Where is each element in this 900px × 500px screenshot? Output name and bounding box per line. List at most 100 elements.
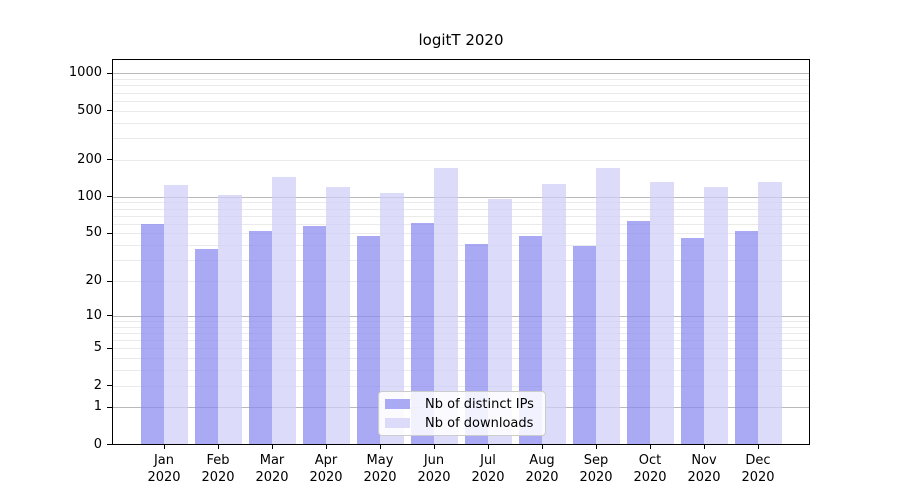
y-tick-mark xyxy=(107,406,112,408)
x-tick-mark xyxy=(757,444,759,449)
bar-downloads-sep xyxy=(596,168,620,445)
gridline-minor xyxy=(112,110,810,112)
y-tick-label: 500 xyxy=(77,102,102,118)
bar-downloads-may xyxy=(380,192,404,445)
bar-distinct-ips-nov xyxy=(680,237,704,445)
gridline-minor xyxy=(112,208,810,210)
gridline-minor xyxy=(112,100,810,102)
legend-item-downloads: Nb of downloads xyxy=(379,415,545,432)
y-tick-label: 0 xyxy=(93,436,102,452)
gridline-minor xyxy=(112,332,810,334)
y-tick-mark xyxy=(107,315,112,317)
bar-downloads-dec xyxy=(758,182,782,445)
x-tick-mark xyxy=(595,444,597,449)
gridline-minor xyxy=(112,385,810,387)
gridline-major xyxy=(112,73,810,75)
x-tick-label: Sep 2020 xyxy=(579,453,613,485)
x-tick-label: Dec 2020 xyxy=(741,453,775,485)
x-tick-mark xyxy=(541,444,543,449)
gridline-major xyxy=(112,315,810,317)
x-tick-mark xyxy=(379,444,381,449)
gridline-minor xyxy=(112,79,810,81)
y-tick-label: 5 xyxy=(93,340,102,356)
x-tick-mark xyxy=(703,444,705,449)
bar-distinct-ips-dec xyxy=(734,231,758,445)
x-tick-label: Oct 2020 xyxy=(633,453,667,485)
gridline-minor xyxy=(112,281,810,282)
bar-downloads-aug xyxy=(542,183,566,445)
gridline-minor xyxy=(112,358,810,360)
gridline-minor xyxy=(112,92,810,94)
bar-distinct-ips-may xyxy=(356,235,380,445)
bar-downloads-jul xyxy=(488,198,512,445)
gridline-minor xyxy=(112,138,810,140)
x-tick-mark xyxy=(163,444,165,449)
bar-distinct-ips-apr xyxy=(302,226,326,445)
x-tick-label: Feb 2020 xyxy=(201,453,235,485)
gridline-minor xyxy=(112,326,810,328)
bar-distinct-ips-jan xyxy=(140,223,164,445)
y-tick-mark xyxy=(107,385,112,386)
x-tick-label: Jan 2020 xyxy=(147,453,181,485)
y-tick-label: 200 xyxy=(77,151,102,167)
y-tick-label: 20 xyxy=(85,273,102,288)
gridline-minor xyxy=(112,223,810,225)
x-tick-label: May 2020 xyxy=(363,453,397,485)
legend-swatch-downloads xyxy=(385,418,410,428)
y-tick-mark xyxy=(107,347,112,349)
y-tick-label: 50 xyxy=(85,225,102,241)
x-tick-label: Nov 2020 xyxy=(687,453,721,485)
gridline-minor xyxy=(112,85,810,87)
gridline-minor xyxy=(112,245,810,247)
y-tick-label: 100 xyxy=(77,188,102,204)
gridline-minor xyxy=(112,320,810,322)
gridline-minor xyxy=(112,348,810,350)
y-tick-mark xyxy=(107,196,112,198)
x-tick-mark xyxy=(649,444,651,449)
x-tick-mark xyxy=(217,444,219,449)
bar-downloads-jan xyxy=(164,184,188,445)
x-tick-mark xyxy=(487,444,489,449)
bar-distinct-ips-feb xyxy=(194,249,218,445)
gridline-minor xyxy=(112,370,810,372)
bar-downloads-jun xyxy=(434,168,458,445)
bar-downloads-nov xyxy=(704,186,728,445)
x-tick-label: Jun 2020 xyxy=(417,453,451,485)
x-tick-label: Jul 2020 xyxy=(471,453,505,485)
legend-swatch-distinct-ips xyxy=(385,399,410,409)
bar-downloads-mar xyxy=(272,177,296,445)
bar-downloads-apr xyxy=(326,187,350,445)
gridline-minor xyxy=(112,260,810,262)
x-tick-mark xyxy=(271,444,273,449)
y-tick-mark xyxy=(107,280,112,282)
y-tick-label: 2 xyxy=(93,377,102,393)
bar-distinct-ips-jun xyxy=(410,222,434,445)
legend: Nb of distinct IPs Nb of downloads xyxy=(378,391,546,436)
gridline-minor xyxy=(112,215,810,217)
gridline-minor xyxy=(112,122,810,124)
x-tick-mark xyxy=(325,444,327,449)
bar-distinct-ips-oct xyxy=(626,221,650,445)
legend-item-distinct-ips: Nb of distinct IPs xyxy=(379,396,545,413)
y-tick-mark xyxy=(107,72,112,74)
bar-downloads-oct xyxy=(650,181,674,445)
bar-distinct-ips-sep xyxy=(572,246,596,445)
bar-distinct-ips-mar xyxy=(248,231,272,445)
y-tick-label: 1000 xyxy=(68,65,102,81)
y-tick-label: 1 xyxy=(93,399,102,415)
x-tick-label: Aug 2020 xyxy=(525,453,559,485)
legend-label-distinct-ips: Nb of distinct IPs xyxy=(425,396,534,412)
plot-area xyxy=(112,59,810,445)
x-tick-label: Mar 2020 xyxy=(255,453,289,485)
legend-label-downloads: Nb of downloads xyxy=(425,415,534,431)
gridline-minor xyxy=(112,202,810,204)
y-tick-mark xyxy=(107,159,112,161)
y-tick-mark xyxy=(107,232,112,234)
gridline-minor xyxy=(112,233,810,235)
gridline-minor xyxy=(112,340,810,341)
x-tick-label: Apr 2020 xyxy=(309,453,343,485)
bar-downloads-feb xyxy=(218,194,242,445)
y-tick-label: 10 xyxy=(85,307,102,323)
chart-title: logitT 2020 xyxy=(418,31,504,49)
